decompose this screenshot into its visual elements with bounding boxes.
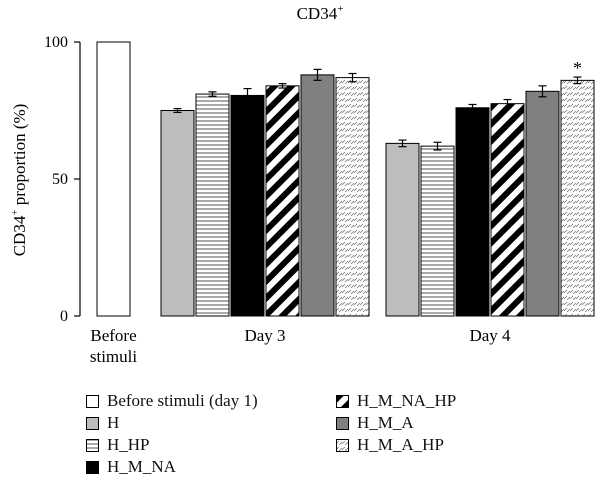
error-bar <box>173 107 182 114</box>
error-bar <box>348 72 357 83</box>
error-bar <box>538 85 547 98</box>
bar-h-m-a-day-3 <box>300 74 335 317</box>
y-tick-label: 0 <box>60 308 68 325</box>
chart-title: CD34+ <box>297 3 344 23</box>
bar-h-hp-day-3 <box>195 93 230 317</box>
error-bar <box>208 91 217 97</box>
y-tick-label: 50 <box>52 171 68 188</box>
bar-h-hp-day-4 <box>420 145 455 317</box>
y-axis-label: CD34+ proportion (%) <box>9 104 29 257</box>
bar-before-stimuli-day-1--before-stimuli <box>96 41 131 317</box>
bar-h-m-na-hp-day-3 <box>265 85 300 317</box>
y-tick-label: 100 <box>44 34 68 51</box>
bar-h-m-a-hp-day-3 <box>335 77 370 317</box>
error-bar <box>468 103 477 112</box>
bar-h-m-na-hp-day-4 <box>490 103 525 317</box>
significance-annotation: * <box>573 58 582 78</box>
error-bar <box>503 98 512 109</box>
bar-h-m-a-hp-day-4 <box>560 79 595 317</box>
error-bar <box>278 83 287 89</box>
x-tick-label: stimuli <box>90 347 138 366</box>
bar-h-day-4 <box>385 142 420 317</box>
x-tick-label: Day 3 <box>244 326 285 345</box>
bar-h-day-3 <box>160 110 195 317</box>
x-tick-label: Before <box>90 326 136 345</box>
error-bar <box>243 87 252 103</box>
x-tick-label: Day 4 <box>469 326 511 345</box>
bar-h-m-na-day-3 <box>230 94 265 317</box>
bar-h-m-na-day-4 <box>455 107 490 317</box>
error-bar <box>313 68 322 81</box>
error-bar <box>573 76 582 85</box>
error-bar <box>398 139 407 148</box>
bar-h-m-a-day-4 <box>525 90 560 317</box>
error-bar <box>433 141 442 151</box>
